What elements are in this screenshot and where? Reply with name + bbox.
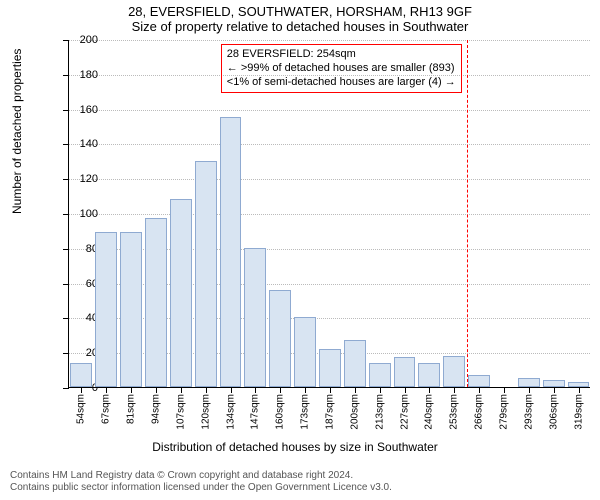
y-tick-label: 180	[68, 69, 98, 81]
x-tick	[529, 387, 530, 393]
x-tick	[206, 387, 207, 393]
histogram-bar	[145, 218, 167, 387]
title-address: 28, EVERSFIELD, SOUTHWATER, HORSHAM, RH1…	[0, 0, 600, 19]
y-tick-label: 80	[68, 243, 98, 255]
grid-line	[69, 110, 590, 111]
y-tick-label: 140	[68, 138, 98, 150]
y-tick-label: 200	[68, 34, 98, 46]
x-tick	[454, 387, 455, 393]
grid-line	[69, 179, 590, 180]
y-tick-label: 60	[68, 278, 98, 290]
histogram-bar	[394, 357, 416, 387]
x-tick	[181, 387, 182, 393]
histogram-bar	[294, 317, 316, 387]
x-tick	[355, 387, 356, 393]
footer-line1: Contains HM Land Registry data © Crown c…	[10, 470, 392, 482]
annotation-box: 28 EVERSFIELD: 254sqm← >99% of detached …	[221, 44, 462, 93]
x-tick	[255, 387, 256, 393]
histogram-bar	[319, 349, 341, 387]
x-tick	[81, 387, 82, 393]
y-tick-label: 100	[68, 208, 98, 220]
x-tick	[579, 387, 580, 393]
histogram-bar	[170, 199, 192, 387]
histogram-bar	[269, 290, 291, 387]
x-tick	[380, 387, 381, 393]
x-tick	[156, 387, 157, 393]
grid-line	[69, 40, 590, 41]
x-tick	[429, 387, 430, 393]
histogram-bar	[418, 363, 440, 387]
x-tick	[504, 387, 505, 393]
annotation-line1: 28 EVERSFIELD: 254sqm	[227, 48, 456, 62]
histogram-bar	[369, 363, 391, 387]
histogram-bar	[95, 232, 117, 387]
x-tick	[479, 387, 480, 393]
x-tick	[231, 387, 232, 393]
histogram-bar	[344, 340, 366, 387]
annotation-line3: <1% of semi-detached houses are larger (…	[227, 76, 456, 90]
histogram-bar	[543, 380, 565, 387]
x-tick	[554, 387, 555, 393]
histogram-bar	[70, 363, 92, 387]
x-axis-label: Distribution of detached houses by size …	[0, 440, 590, 454]
y-tick-label: 160	[68, 104, 98, 116]
marker-line	[467, 40, 468, 387]
grid-line	[69, 144, 590, 145]
x-tick	[305, 387, 306, 393]
histogram-bar	[244, 248, 266, 387]
histogram-bar	[195, 161, 217, 387]
plot-area: 02040608010012014016018020054sqm67sqm81s…	[68, 40, 590, 388]
grid-line	[69, 214, 590, 215]
histogram-bar	[443, 356, 465, 387]
chart-container: 02040608010012014016018020054sqm67sqm81s…	[34, 40, 590, 420]
histogram-bar	[468, 375, 490, 387]
annotation-line2: ← >99% of detached houses are smaller (8…	[227, 62, 456, 76]
histogram-bar	[120, 232, 142, 387]
x-tick	[106, 387, 107, 393]
x-tick	[131, 387, 132, 393]
y-axis-label: Number of detached properties	[10, 49, 24, 214]
footer-line2: Contains public sector information licen…	[10, 482, 392, 494]
x-tick	[280, 387, 281, 393]
histogram-bar	[518, 378, 540, 387]
y-tick-label: 20	[68, 347, 98, 359]
y-tick-label: 40	[68, 312, 98, 324]
histogram-bar	[220, 117, 242, 387]
footer-attribution: Contains HM Land Registry data © Crown c…	[10, 470, 392, 494]
x-tick	[405, 387, 406, 393]
y-tick-label: 120	[68, 173, 98, 185]
x-tick	[330, 387, 331, 393]
